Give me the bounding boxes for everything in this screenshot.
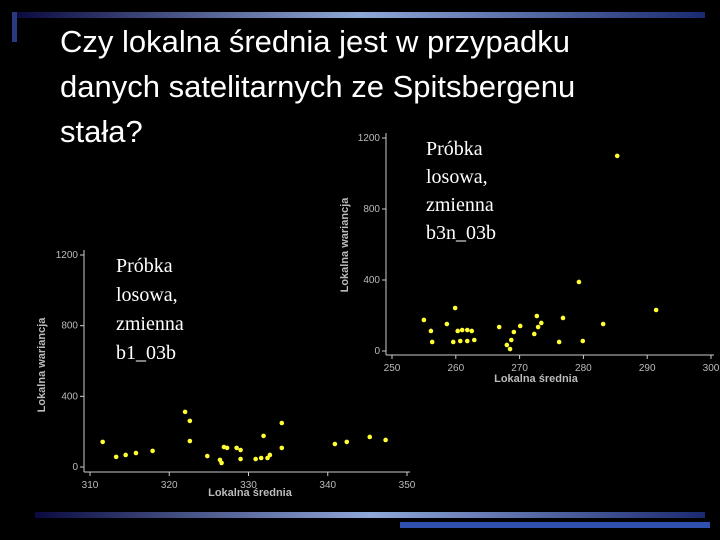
point bbox=[538, 320, 544, 326]
point bbox=[219, 460, 224, 466]
point bbox=[450, 339, 456, 345]
point bbox=[204, 453, 210, 459]
annotation: losowa, bbox=[426, 166, 488, 188]
point bbox=[534, 313, 540, 319]
point bbox=[560, 315, 566, 321]
annotation: Próbka bbox=[426, 138, 483, 160]
annotation: Próbka bbox=[116, 255, 173, 277]
y-tick-label: 1200 bbox=[56, 250, 79, 261]
y-axis-title: Lokalna wariancja bbox=[36, 317, 48, 413]
point bbox=[511, 329, 517, 335]
x-tick-label: 270 bbox=[511, 363, 528, 374]
point bbox=[580, 338, 586, 344]
top-bar bbox=[15, 12, 705, 18]
point bbox=[187, 418, 193, 424]
point bbox=[238, 456, 243, 462]
point bbox=[234, 445, 239, 451]
point bbox=[576, 279, 582, 285]
point bbox=[182, 409, 188, 415]
point bbox=[653, 307, 659, 313]
point bbox=[113, 454, 119, 460]
point bbox=[464, 338, 470, 344]
annotation: b1_03b bbox=[116, 342, 176, 364]
point bbox=[496, 324, 502, 330]
point bbox=[258, 455, 264, 461]
x-tick-label: 340 bbox=[319, 480, 336, 491]
annotation: zmienna bbox=[116, 313, 184, 335]
point bbox=[504, 342, 510, 348]
x-tick-label: 290 bbox=[639, 363, 656, 374]
point bbox=[469, 328, 475, 334]
point bbox=[507, 346, 513, 352]
point bbox=[100, 439, 105, 445]
bottom-bar bbox=[400, 522, 710, 528]
point bbox=[332, 441, 338, 447]
y-tick-label: 800 bbox=[61, 321, 78, 332]
point bbox=[187, 438, 193, 444]
x-axis-title: Lokalna średnia bbox=[208, 487, 293, 499]
x-tick-label: 280 bbox=[575, 363, 592, 374]
point bbox=[472, 337, 477, 343]
point bbox=[224, 445, 230, 451]
point bbox=[455, 328, 461, 334]
point bbox=[535, 324, 541, 330]
x-tick-label: 310 bbox=[82, 480, 99, 491]
point bbox=[556, 339, 562, 345]
point bbox=[614, 153, 620, 159]
point bbox=[238, 447, 243, 453]
left-bar bbox=[12, 12, 17, 42]
title-line: stała? bbox=[60, 114, 143, 149]
y-tick-label: 0 bbox=[72, 462, 78, 473]
y-tick-label: 1200 bbox=[358, 133, 381, 144]
point bbox=[267, 452, 273, 458]
title-line: Czy lokalna średnia jest w przypadku bbox=[60, 24, 570, 59]
title-line: danych satelitarnych ze Spitsbergenu bbox=[60, 69, 575, 104]
x-tick-label: 300 bbox=[703, 363, 720, 374]
x-tick-label: 320 bbox=[161, 480, 178, 491]
point bbox=[509, 337, 514, 343]
point bbox=[421, 317, 427, 323]
point bbox=[444, 321, 450, 327]
x-tick-label: 260 bbox=[447, 363, 464, 374]
point bbox=[344, 439, 350, 445]
x-axis-title: Lokalna średnia bbox=[494, 373, 579, 385]
point bbox=[600, 321, 606, 327]
point bbox=[367, 434, 373, 440]
x-tick-label: 330 bbox=[240, 480, 257, 491]
bottom-bar bbox=[35, 512, 705, 518]
point bbox=[279, 420, 285, 426]
point bbox=[452, 305, 458, 311]
point bbox=[279, 445, 285, 451]
point bbox=[517, 323, 523, 329]
annotation: b3n_03b bbox=[426, 222, 496, 244]
point bbox=[261, 433, 266, 439]
point bbox=[429, 339, 435, 345]
y-tick-label: 400 bbox=[363, 275, 380, 286]
y-tick-label: 800 bbox=[363, 204, 380, 215]
point bbox=[123, 452, 128, 458]
point bbox=[253, 456, 258, 462]
x-tick-label: 350 bbox=[399, 480, 416, 491]
point bbox=[459, 327, 465, 333]
x-tick-label: 250 bbox=[384, 363, 401, 374]
annotation: zmienna bbox=[426, 194, 494, 216]
point bbox=[428, 328, 434, 334]
point bbox=[464, 327, 470, 333]
y-axis-title: Lokalna wariancja bbox=[339, 197, 351, 293]
annotation: losowa, bbox=[116, 284, 178, 306]
point bbox=[133, 450, 139, 456]
point bbox=[150, 448, 155, 454]
y-tick-label: 400 bbox=[61, 391, 78, 402]
point bbox=[457, 338, 463, 344]
y-tick-label: 0 bbox=[374, 346, 380, 357]
point bbox=[383, 437, 388, 443]
point bbox=[531, 331, 537, 337]
